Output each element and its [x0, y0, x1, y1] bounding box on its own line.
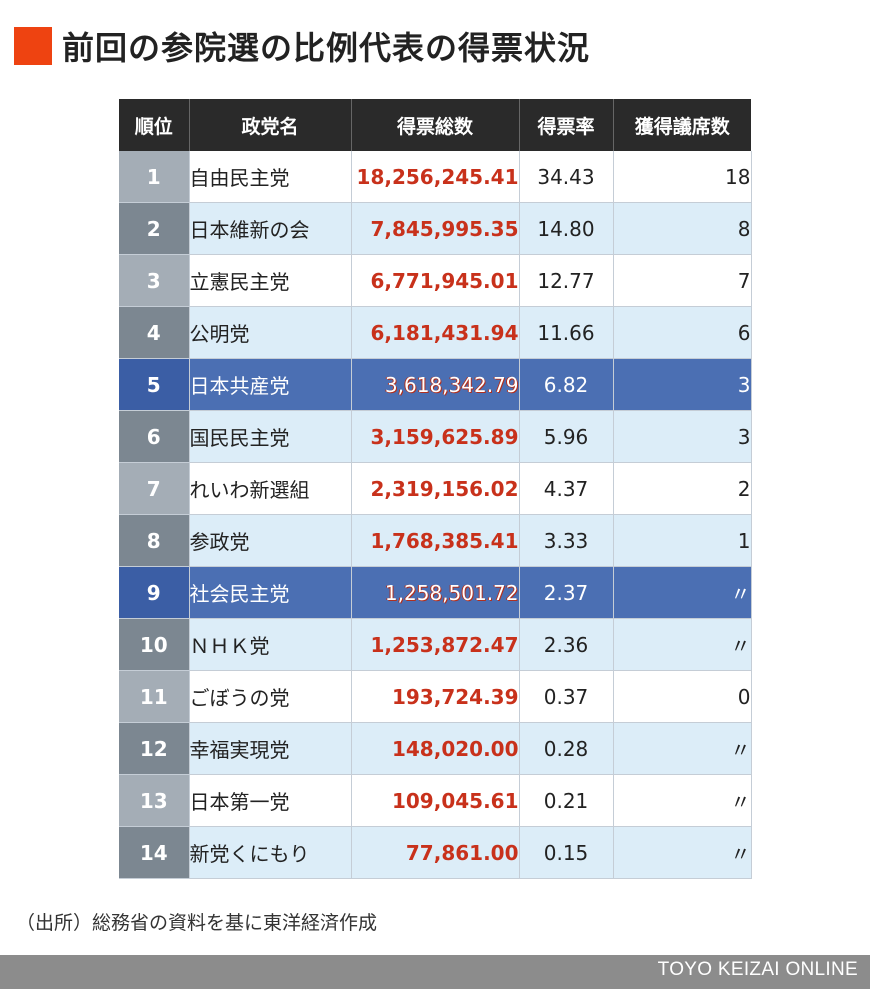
vote-total-cell: 1,253,872.47 [351, 618, 520, 671]
party-name-cell: 日本維新の会 [189, 202, 352, 255]
vote-rate-cell: 5.96 [519, 410, 614, 463]
seats-won-cell: 18 [613, 151, 752, 203]
party-name-cell: 日本第一党 [189, 774, 352, 827]
party-name-cell: ごぼうの党 [189, 670, 352, 723]
vote-rate-cell: 14.80 [519, 202, 614, 255]
table-row: 1 自由民主党 18,256,245.41 34.43 18 [119, 151, 752, 203]
page-title-block: 前回の参院選の比例代表の得票状況 [14, 20, 590, 72]
source-note: （出所）総務省の資料を基に東洋経済作成 [16, 912, 378, 934]
party-name-cell: 立憲民主党 [189, 254, 352, 307]
rank-cell: 11 [119, 670, 190, 723]
table-body: 1 自由民主党 18,256,245.41 34.43 18 2 日本維新の会 7,845,9… [119, 151, 752, 879]
seats-won-cell: 3 [613, 410, 752, 463]
vote-total-cell: 7,845,995.35 [351, 202, 520, 255]
seats-won-cell: 〃 [613, 618, 752, 671]
table-row: 11 ごぼうの党 193,724.39 0.37 0 [119, 670, 752, 723]
party-name-cell: 自由民主党 [189, 151, 352, 203]
table-row: 9 社会民主党 1,258,501.72 2.37 〃 [119, 566, 752, 619]
vote-rate-cell: 2.36 [519, 618, 614, 671]
rank-cell: 5 [119, 358, 190, 411]
rank-cell: 13 [119, 774, 190, 827]
vote-rate-cell: 0.28 [519, 722, 614, 775]
footer-bar: TOYO KEIZAI ONLINE [0, 955, 870, 989]
rank-cell: 14 [119, 826, 190, 879]
table-row: 10 ＮＨＫ党 1,253,872.47 2.36 〃 [119, 618, 752, 671]
rank-cell: 4 [119, 306, 190, 359]
table-row: 6 国民民主党 3,159,625.89 5.96 3 [119, 410, 752, 463]
vote-total-cell: 109,045.61 [351, 774, 520, 827]
seats-won-cell: 2 [613, 462, 752, 515]
seats-won-cell: 7 [613, 254, 752, 307]
table-row: 12 幸福実現党 148,020.00 0.28 〃 [119, 722, 752, 775]
rank-cell: 2 [119, 202, 190, 255]
vote-rate-cell: 6.82 [519, 358, 614, 411]
table-row: 7 れいわ新選組 2,319,156.02 4.37 2 [119, 462, 752, 515]
vote-total-cell: 193,724.39 [351, 670, 520, 723]
title-accent-square [14, 27, 52, 65]
seats-won-cell: 〃 [613, 722, 752, 775]
rank-cell: 10 [119, 618, 190, 671]
party-name-cell: 参政党 [189, 514, 352, 567]
seats-won-cell: 〃 [613, 774, 752, 827]
seats-won-cell: 0 [613, 670, 752, 723]
vote-rate-cell: 11.66 [519, 306, 614, 359]
vote-total-cell: 6,181,431.94 [351, 306, 520, 359]
brand-label: TOYO KEIZAI ONLINE [657, 959, 858, 980]
header-row: 順位 政党名 得票総数 得票率 獲得議席数 [119, 99, 751, 151]
rank-cell: 1 [119, 151, 190, 203]
rank-cell: 3 [119, 254, 190, 307]
vote-total-cell: 1,768,385.41 [351, 514, 520, 567]
vote-total-cell: 2,319,156.02 [351, 462, 520, 515]
rank-cell: 6 [119, 410, 190, 463]
vote-rate-cell: 2.37 [519, 566, 614, 619]
seats-won-cell: 6 [613, 306, 752, 359]
vote-total-cell: 3,159,625.89 [351, 410, 520, 463]
table-row: 2 日本維新の会 7,845,995.35 14.80 8 [119, 202, 752, 255]
vote-rate-cell: 0.21 [519, 774, 614, 827]
rank-cell: 9 [119, 566, 190, 619]
seats-won-cell: 8 [613, 202, 752, 255]
table-header: 順位 政党名 得票総数 得票率 獲得議席数 [119, 99, 751, 151]
header-rank: 順位 [119, 99, 190, 151]
header-party: 政党名 [189, 99, 352, 151]
table-row: 8 参政党 1,768,385.41 3.33 1 [119, 514, 752, 567]
party-name-cell: ＮＨＫ党 [189, 618, 352, 671]
party-name-cell: 幸福実現党 [189, 722, 352, 775]
vote-total-cell: 77,861.00 [351, 826, 520, 879]
rank-cell: 7 [119, 462, 190, 515]
vote-rate-cell: 12.77 [519, 254, 614, 307]
vote-total-cell: 18,256,245.41 [351, 151, 520, 203]
vote-rate-cell: 4.37 [519, 462, 614, 515]
header-rate: 得票率 [519, 99, 614, 151]
seats-won-cell: 〃 [613, 826, 752, 879]
table-row: 5 日本共産党 3,618,342.79 6.82 3 [119, 358, 752, 411]
party-name-cell: 公明党 [189, 306, 352, 359]
seats-won-cell: 3 [613, 358, 752, 411]
table-row: 3 立憲民主党 6,771,945.01 12.77 7 [119, 254, 752, 307]
header-seats: 獲得議席数 [613, 99, 751, 151]
rank-cell: 8 [119, 514, 190, 567]
rank-cell: 12 [119, 722, 190, 775]
table-row: 4 公明党 6,181,431.94 11.66 6 [119, 306, 752, 359]
page-title: 前回の参院選の比例代表の得票状況 [62, 29, 591, 67]
vote-rate-cell: 3.33 [519, 514, 614, 567]
vote-rate-cell: 34.43 [519, 151, 614, 203]
seats-won-cell: 1 [613, 514, 752, 567]
results-table: 順位 政党名 得票総数 得票率 獲得議席数 1 自由民主党 18,256,245.4… [119, 99, 752, 879]
vote-rate-cell: 0.15 [519, 826, 614, 879]
party-name-cell: れいわ新選組 [189, 462, 352, 515]
party-name-cell: 新党くにもり [189, 826, 352, 879]
vote-total-cell: 1,258,501.72 [351, 566, 520, 619]
table-row: 13 日本第一党 109,045.61 0.21 〃 [119, 774, 752, 827]
party-name-cell: 日本共産党 [189, 358, 352, 411]
party-name-cell: 国民民主党 [189, 410, 352, 463]
vote-total-cell: 148,020.00 [351, 722, 520, 775]
vote-rate-cell: 0.37 [519, 670, 614, 723]
vote-total-cell: 6,771,945.01 [351, 254, 520, 307]
header-votes: 得票総数 [351, 99, 520, 151]
table-row: 14 新党くにもり 77,861.00 0.15 〃 [119, 826, 752, 879]
seats-won-cell: 〃 [613, 566, 752, 619]
party-name-cell: 社会民主党 [189, 566, 352, 619]
vote-total-cell: 3,618,342.79 [351, 358, 520, 411]
